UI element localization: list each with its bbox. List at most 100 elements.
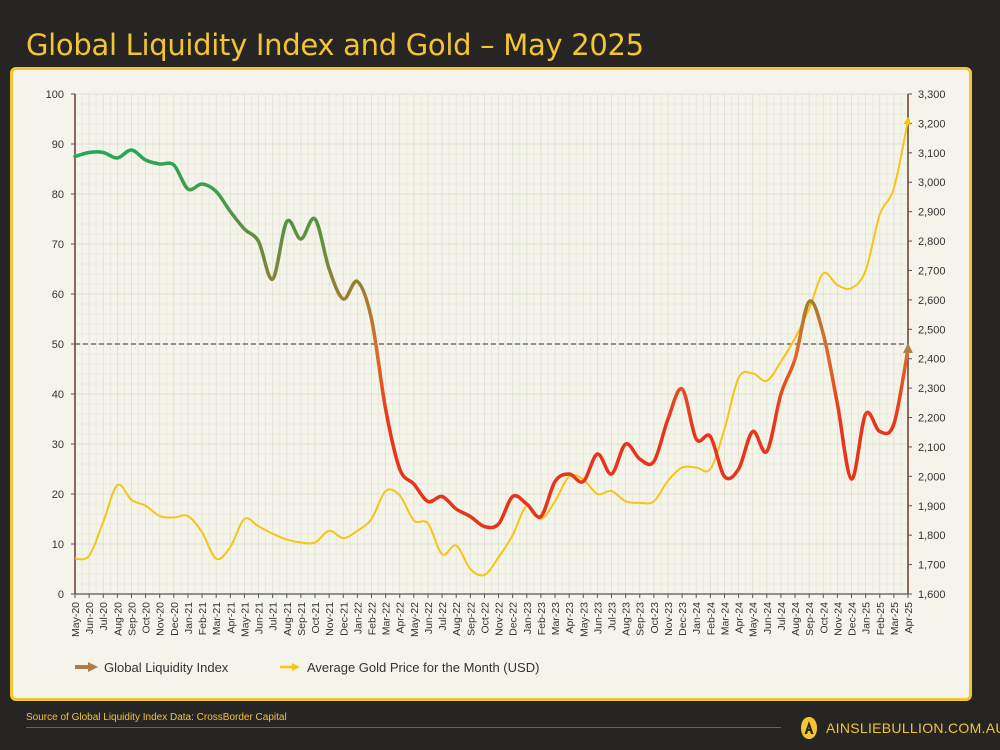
right-tick-label: 3,200: [918, 118, 946, 130]
x-tick-label: Mar-23: [550, 602, 562, 635]
left-tick-label: 0: [58, 589, 64, 601]
right-tick-label: 2,300: [918, 383, 946, 395]
x-tick-label: Nov-20: [155, 602, 167, 636]
x-tick-label: Dec-23: [677, 602, 689, 636]
legend-gli-label: Global Liquidity Index: [104, 660, 229, 675]
right-tick-label: 2,400: [918, 354, 946, 366]
left-tick-label: 80: [52, 189, 64, 201]
x-tick-label: Jul-20: [98, 602, 110, 631]
x-tick-label: Oct-20: [141, 602, 153, 634]
right-tick-label: 3,300: [918, 89, 946, 101]
page-title: Global Liquidity Index and Gold – May 20…: [26, 28, 644, 62]
x-tick-label: Jan-21: [183, 602, 195, 634]
right-tick-label: 2,200: [918, 413, 946, 425]
left-tick-label: 30: [52, 439, 64, 451]
x-tick-label: Feb-23: [536, 602, 548, 635]
left-tick-label: 50: [52, 339, 64, 351]
x-tick-label: Jan-25: [861, 602, 873, 634]
x-tick-label: Mar-25: [889, 602, 901, 635]
gold-price-line: [74, 116, 912, 577]
x-tick-label: Aug-23: [621, 602, 633, 636]
source-note: Source of Global Liquidity Index Data: C…: [26, 712, 287, 723]
x-tick-label: Dec-22: [508, 602, 520, 636]
x-tick-label: Oct-22: [479, 602, 491, 634]
x-tick-label: Jun-20: [84, 602, 96, 634]
x-tick-label: Jan-22: [352, 602, 364, 634]
right-tick-label: 1,600: [918, 589, 946, 601]
x-tick-label: Aug-24: [790, 602, 802, 636]
x-tick-label: Aug-21: [282, 602, 294, 636]
x-tick-label: Dec-21: [338, 602, 350, 636]
x-tick-label: Nov-22: [494, 602, 506, 636]
x-tick-label: Dec-20: [169, 602, 181, 636]
x-tick-label: Oct-24: [818, 602, 830, 634]
right-tick-label: 2,500: [918, 324, 946, 336]
right-tick-label: 2,800: [918, 236, 946, 248]
chart: 0 10 20 30 40 50 60 70 80 90 100 1,600 1,700 1,800 1,9…: [46, 89, 946, 675]
x-tick-label: Jan-23: [522, 602, 534, 634]
x-tick-label: Jul-21: [268, 602, 280, 631]
right-tick-label: 2,000: [918, 471, 946, 483]
gli-line: [73, 148, 910, 530]
x-tick-label: Nov-21: [324, 602, 336, 636]
right-tick-label: 1,700: [918, 560, 946, 572]
x-tick-label: Jul-24: [776, 602, 788, 631]
x-tick-label: Mar-22: [381, 602, 393, 635]
x-tick-label: Oct-23: [649, 602, 661, 634]
left-tick-label: 90: [52, 139, 64, 151]
x-tick-label: Jul-22: [437, 602, 449, 631]
left-tick-label: 60: [52, 289, 64, 301]
left-tick-label: 20: [52, 489, 64, 501]
x-tick-label: Jan-24: [691, 602, 703, 634]
x-tick-label: Nov-23: [663, 602, 675, 636]
x-tick-label: May-24: [748, 602, 760, 637]
right-tick-label: 2,900: [918, 207, 946, 219]
right-tick-label: 2,100: [918, 442, 946, 454]
x-tick-label: Aug-20: [112, 602, 124, 636]
brand-name: AINSLIEBULLION.COM.AU: [826, 720, 1000, 736]
x-tick-label: Oct-21: [310, 602, 322, 634]
x-tick-label: May-22: [409, 602, 421, 637]
x-tick-label: May-20: [70, 602, 82, 637]
x-tick-label: Feb-21: [197, 602, 209, 635]
right-tick-label: 2,600: [918, 295, 946, 307]
x-tick-label: May-21: [239, 602, 251, 637]
x-tick-label: Aug-22: [451, 602, 463, 636]
x-tick-label: Jun-21: [254, 602, 266, 634]
x-tick-label: Apr-24: [734, 602, 746, 634]
x-tick-label: Feb-25: [875, 602, 887, 635]
x-tick-label: Feb-22: [366, 602, 378, 635]
x-tick-label: Feb-24: [705, 602, 717, 635]
left-tick-label: 40: [52, 389, 64, 401]
x-tick-label: Apr-22: [395, 602, 407, 634]
x-tick-label: Sep-20: [126, 602, 138, 636]
left-tick-label: 10: [52, 539, 64, 551]
x-tick-label: Sep-24: [804, 602, 816, 636]
x-tick-label: Apr-25: [903, 602, 915, 634]
x-tick-label: Apr-21: [225, 602, 237, 634]
x-tick-label: Jul-23: [607, 602, 619, 631]
x-tick-label: Nov-24: [832, 602, 844, 636]
x-tick-label: Jun-23: [592, 602, 604, 634]
x-tick-label: Sep-22: [465, 602, 477, 636]
x-tick-label: May-23: [578, 602, 590, 637]
right-tick-label: 1,800: [918, 530, 946, 542]
left-tick-label: 70: [52, 239, 64, 251]
x-tick-label: Sep-23: [635, 602, 647, 636]
x-tick-label: Jun-22: [423, 602, 435, 634]
legend-gold-label: Average Gold Price for the Month (USD): [307, 660, 539, 675]
x-tick-label: Mar-24: [719, 602, 731, 635]
x-tick-label: Sep-21: [296, 602, 308, 636]
x-tick-label: Jun-24: [762, 602, 774, 634]
left-tick-label: 100: [46, 89, 64, 101]
right-tick-label: 3,000: [918, 177, 946, 189]
right-tick-label: 2,700: [918, 265, 946, 277]
x-tick-label: Mar-21: [211, 602, 223, 635]
footer-divider: [26, 727, 781, 728]
brand-logo: AINSLIEBULLION.COM.AU: [800, 716, 1000, 740]
gli-end-arrow: [903, 343, 913, 353]
ainslie-logo-icon: [801, 717, 817, 739]
x-tick-label: Dec-24: [847, 602, 859, 636]
right-tick-label: 3,100: [918, 148, 946, 160]
x-tick-label: Apr-23: [564, 602, 576, 634]
